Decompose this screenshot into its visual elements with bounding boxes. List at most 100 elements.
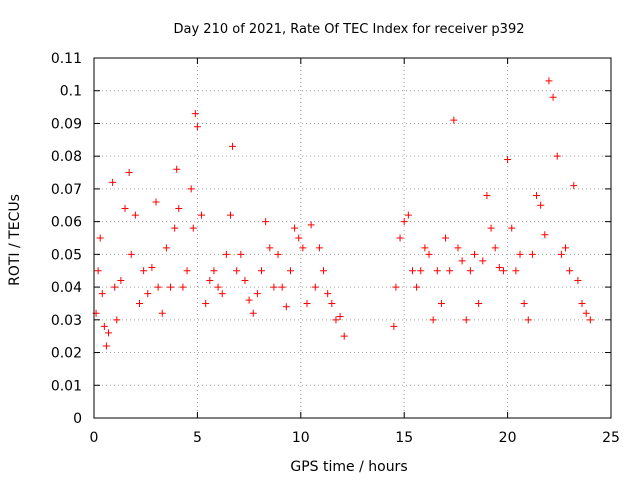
data-point: [202, 299, 210, 307]
data-point: [454, 244, 462, 252]
data-point: [233, 267, 241, 275]
data-point: [553, 152, 561, 160]
data-point: [340, 332, 348, 340]
data-point: [471, 250, 479, 258]
data-point: [158, 309, 166, 317]
x-tick-label: 25: [602, 430, 620, 446]
data-point: [229, 142, 237, 150]
x-tick-label: 10: [292, 430, 310, 446]
data-point: [148, 263, 156, 271]
data-point: [214, 283, 222, 291]
data-point: [249, 309, 257, 317]
data-point: [121, 205, 129, 213]
data-point: [262, 218, 270, 226]
data-point: [303, 299, 311, 307]
data-point: [140, 267, 148, 275]
data-point: [286, 267, 294, 275]
data-point: [508, 224, 516, 232]
data-point: [135, 299, 143, 307]
data-point: [574, 277, 582, 285]
data-point: [520, 299, 528, 307]
data-point: [117, 277, 125, 285]
data-point: [113, 316, 121, 324]
data-point: [127, 250, 135, 258]
data-point: [390, 322, 398, 330]
data-point: [270, 283, 278, 291]
data-point: [187, 185, 195, 193]
y-tick-label: 0.01: [51, 378, 82, 394]
data-point: [442, 234, 450, 242]
data-point: [516, 250, 524, 258]
data-point: [167, 283, 175, 291]
y-tick-label: 0.03: [51, 313, 82, 329]
data-point: [94, 267, 102, 275]
y-tick-label: 0.11: [51, 51, 82, 67]
data-point: [291, 224, 299, 232]
data-point: [183, 267, 191, 275]
plot-frame: [93, 57, 612, 419]
data-point: [274, 250, 282, 258]
y-tick-label: 0.09: [51, 116, 82, 132]
y-axis-label: ROTI / TECUs: [7, 194, 23, 286]
x-tick-label: 0: [90, 430, 99, 446]
data-point: [578, 299, 586, 307]
data-point: [504, 155, 512, 163]
data-point: [450, 116, 458, 124]
data-point: [102, 342, 110, 350]
data-point: [320, 267, 328, 275]
data-point: [400, 218, 408, 226]
data-point: [189, 224, 197, 232]
data-point: [433, 267, 441, 275]
data-point: [413, 283, 421, 291]
data-point: [218, 290, 226, 298]
data-point: [332, 316, 340, 324]
data-point: [96, 234, 104, 242]
data-point: [100, 322, 108, 330]
data-point: [173, 165, 181, 173]
data-point: [125, 169, 133, 177]
x-tick-labels: 0 5 10 15 20 25: [90, 430, 620, 446]
data-point: [495, 263, 503, 271]
data-point: [282, 303, 290, 311]
data-point: [324, 290, 332, 298]
y-tick-label: 0: [73, 411, 82, 427]
x-axis-label: GPS time / hours: [290, 459, 407, 475]
data-point: [104, 329, 112, 337]
data-point: [396, 234, 404, 242]
data-point: [154, 283, 162, 291]
data-point: [437, 299, 445, 307]
data-point: [545, 77, 553, 85]
axis-ticks: [93, 57, 612, 419]
data-point: [475, 299, 483, 307]
data-point: [144, 290, 152, 298]
data-point: [586, 316, 594, 324]
data-point: [245, 296, 253, 304]
data-point: [237, 250, 245, 258]
data-point: [446, 267, 454, 275]
data-point: [258, 267, 266, 275]
y-tick-label: 0.05: [51, 247, 82, 263]
data-point: [570, 182, 578, 190]
data-point: [499, 267, 507, 275]
data-point: [171, 224, 179, 232]
data-point: [191, 110, 199, 118]
x-tick-label: 15: [395, 430, 413, 446]
gridlines: [94, 58, 611, 418]
data-point: [404, 211, 412, 219]
data-point: [198, 211, 206, 219]
data-point: [315, 244, 323, 252]
data-point: [557, 250, 565, 258]
data-point: [429, 316, 437, 324]
y-tick-label: 0.06: [51, 215, 82, 231]
data-point: [487, 224, 495, 232]
data-point: [109, 178, 117, 186]
chart-title: Day 210 of 2021, Rate Of TEC Index for r…: [174, 22, 525, 37]
data-point: [311, 283, 319, 291]
data-point: [328, 299, 336, 307]
data-point: [278, 283, 286, 291]
data-point: [253, 290, 261, 298]
data-point: [566, 267, 574, 275]
data-point: [131, 211, 139, 219]
data-point: [466, 267, 474, 275]
